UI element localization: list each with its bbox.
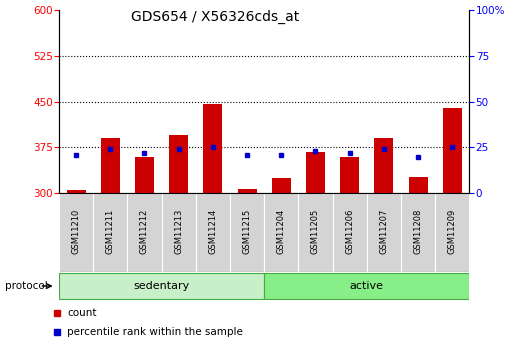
Bar: [340, 157, 359, 193]
Bar: [135, 157, 154, 193]
Text: GSM11211: GSM11211: [106, 208, 115, 254]
Text: count: count: [67, 308, 97, 318]
Text: GSM11210: GSM11210: [72, 208, 81, 254]
Bar: [101, 138, 120, 193]
Bar: [332, 193, 367, 272]
Bar: [272, 178, 291, 193]
Bar: [264, 193, 299, 272]
Bar: [374, 138, 393, 193]
Bar: [169, 135, 188, 193]
Bar: [443, 108, 462, 193]
Bar: [435, 193, 469, 272]
Text: GDS654 / X56326cds_at: GDS654 / X56326cds_at: [131, 10, 300, 24]
Text: GSM11209: GSM11209: [448, 208, 457, 254]
Text: GSM11212: GSM11212: [140, 208, 149, 254]
Text: GSM11204: GSM11204: [277, 208, 286, 254]
Bar: [59, 273, 264, 299]
Bar: [299, 193, 332, 272]
Text: GSM11207: GSM11207: [380, 208, 388, 254]
Text: protocol: protocol: [5, 281, 48, 291]
Bar: [93, 193, 127, 272]
Text: GSM11208: GSM11208: [413, 208, 423, 254]
Text: GSM11213: GSM11213: [174, 208, 183, 254]
Text: GSM11205: GSM11205: [311, 208, 320, 254]
Text: GSM11215: GSM11215: [243, 208, 251, 254]
Bar: [367, 193, 401, 272]
Bar: [401, 193, 435, 272]
Bar: [67, 190, 86, 193]
Text: GSM11214: GSM11214: [208, 208, 218, 254]
Text: active: active: [350, 281, 384, 291]
Text: percentile rank within the sample: percentile rank within the sample: [67, 327, 243, 337]
Text: GSM11206: GSM11206: [345, 208, 354, 254]
Bar: [409, 177, 427, 193]
Bar: [264, 273, 469, 299]
Bar: [162, 193, 196, 272]
Bar: [127, 193, 162, 272]
Bar: [59, 193, 93, 272]
Bar: [204, 104, 222, 193]
Bar: [306, 152, 325, 193]
Bar: [196, 193, 230, 272]
Text: sedentary: sedentary: [133, 281, 190, 291]
Bar: [230, 193, 264, 272]
Bar: [238, 189, 256, 193]
